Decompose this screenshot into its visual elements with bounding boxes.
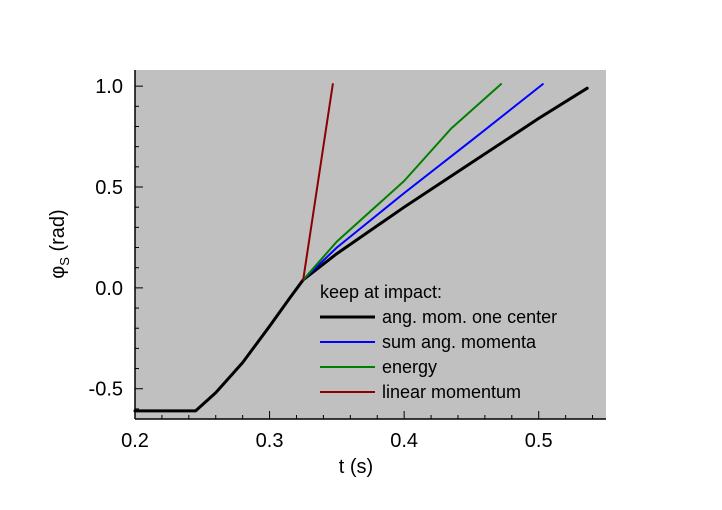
x-tick-label: 0.4 (390, 430, 418, 452)
y-axis-title-symbol: φ (47, 266, 69, 279)
x-axis-title: t (s) (339, 456, 373, 478)
plot-area (135, 70, 606, 419)
y-tick-label: 0.5 (95, 177, 123, 199)
y-tick-label: 1.0 (95, 76, 123, 98)
series-layer (133, 83, 589, 413)
legend-label: ang. mom. one center (382, 307, 557, 327)
y-tick-label: -0.5 (89, 379, 123, 401)
legend: keep at impact: ang. mom. one center sum a… (320, 282, 557, 402)
legend-title: keep at impact: (320, 282, 442, 302)
x-tick-label: 0.5 (525, 430, 553, 452)
series-line-1 (133, 86, 589, 413)
x-tick-label: 0.3 (256, 430, 284, 452)
legend-label: linear momentum (382, 382, 521, 402)
x-tick-label: 0.2 (121, 430, 149, 452)
y-axis-title: φS (rad) (47, 209, 72, 278)
y-tick-label: 0.0 (95, 278, 123, 300)
series-line-3 (302, 83, 502, 281)
legend-label: sum ang. momenta (382, 332, 537, 352)
series-line-2 (302, 83, 544, 281)
y-axis-title-unit: (rad) (47, 209, 69, 257)
y-axis-title-subscript: S (57, 257, 72, 266)
series-line-4 (302, 83, 334, 281)
legend-label: energy (382, 357, 437, 377)
